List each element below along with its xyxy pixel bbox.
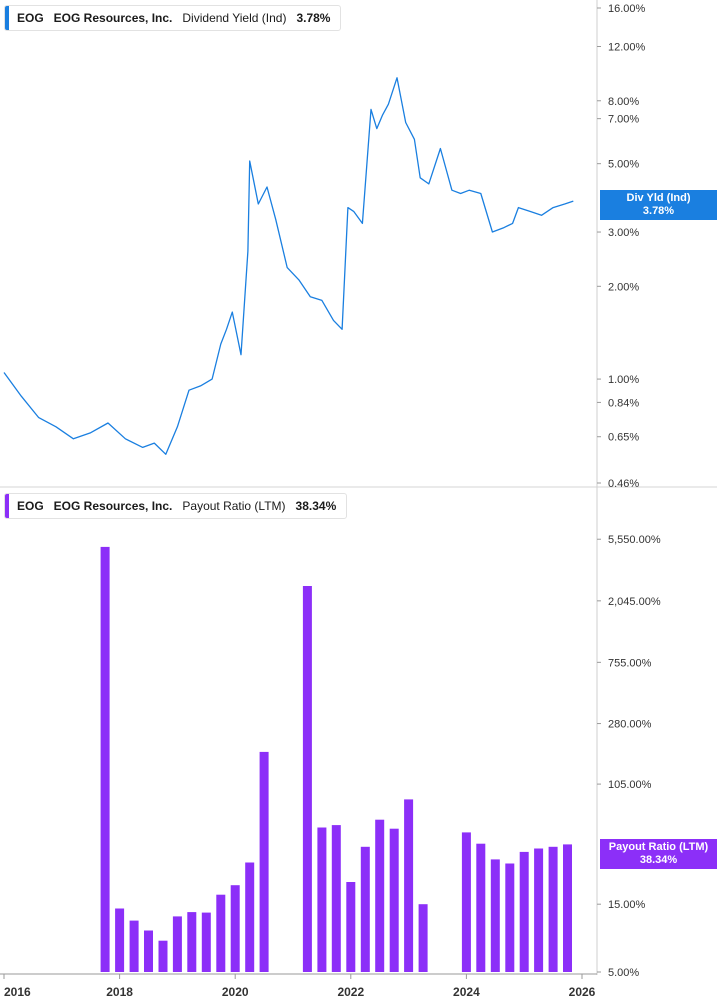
payout-bar xyxy=(375,819,385,972)
payout-bar xyxy=(548,846,558,972)
y-tick-label: 5,550.00% xyxy=(608,534,661,546)
x-tick-label: 2024 xyxy=(453,985,480,999)
legend-metric: Payout Ratio (LTM) xyxy=(182,499,286,513)
y-tick-label: 755.00% xyxy=(608,657,652,669)
badge-value: 38.34% xyxy=(639,854,678,866)
payout-bar xyxy=(360,846,370,972)
payout-bar xyxy=(563,844,572,972)
payout-bar xyxy=(490,859,500,972)
y-tick-label: 2,045.00% xyxy=(608,596,661,608)
payout-bar xyxy=(259,751,269,972)
legend-metric: Dividend Yield (Ind) xyxy=(182,11,287,25)
legend-value: 38.34% xyxy=(295,499,337,513)
payout-bar xyxy=(519,851,529,972)
dividend-yield-swatch xyxy=(5,6,9,30)
x-tick-label: 2016 xyxy=(4,985,31,999)
legend-company: EOG Resources, Inc. xyxy=(53,499,173,513)
payout-bar xyxy=(115,908,125,972)
y-tick-label: 5.00% xyxy=(608,159,639,171)
dividend-yield-badge: Div Yld (Ind) 3.78% xyxy=(600,190,717,220)
payout-bar xyxy=(172,916,182,972)
x-tick-label: 2018 xyxy=(106,985,133,999)
payout-bar xyxy=(216,894,226,972)
y-tick-label: 0.84% xyxy=(608,397,639,409)
badge-title: Payout Ratio (LTM) xyxy=(608,841,709,853)
payout-bar xyxy=(158,940,168,972)
payout-ratio-swatch xyxy=(5,494,9,518)
dividend-yield-legend[interactable]: EOG EOG Resources, Inc. Dividend Yield (… xyxy=(4,5,342,31)
x-tick-label: 2022 xyxy=(337,985,364,999)
legend-ticker: EOG xyxy=(17,499,44,513)
y-tick-label: 3.00% xyxy=(608,227,639,239)
payout-bar xyxy=(317,827,327,972)
payout-ratio-legend[interactable]: EOG EOG Resources, Inc. Payout Ratio (LT… xyxy=(4,493,348,519)
payout-bar xyxy=(100,546,110,972)
dividend-yield-series xyxy=(3,77,574,455)
x-tick-label: 2020 xyxy=(222,985,249,999)
y-tick-label: 0.65% xyxy=(608,432,639,444)
badge-value: 3.78% xyxy=(642,205,675,217)
y-tick-label: 280.00% xyxy=(608,719,652,731)
payout-bar xyxy=(534,848,544,972)
y-tick-label: 15.00% xyxy=(608,899,646,911)
payout-bar xyxy=(404,799,414,972)
y-tick-label: 8.00% xyxy=(608,96,639,108)
x-tick-label: 2026 xyxy=(569,985,596,999)
y-tick-label: 16.00% xyxy=(608,3,646,15)
payout-bar xyxy=(129,920,139,972)
y-tick-label: 1.00% xyxy=(608,374,639,386)
axes: 16.00% 12.00% 8.00% 7.00% 5.00% 3.00% 2.00% 1.0… xyxy=(3,3,661,999)
y-tick-label: 105.00% xyxy=(608,779,652,791)
payout-bar xyxy=(201,912,211,972)
payout-bar xyxy=(389,828,399,972)
payout-bar xyxy=(245,862,255,972)
payout-bar xyxy=(331,825,341,972)
y-tick-label: 12.00% xyxy=(608,42,646,54)
badge-title: Div Yld (Ind) xyxy=(626,192,691,204)
y-tick-label: 2.00% xyxy=(608,281,639,293)
y-tick-label: 7.00% xyxy=(608,114,639,126)
payout-ratio-series xyxy=(100,546,572,972)
payout-ratio-badge: Payout Ratio (LTM) 38.34% xyxy=(600,839,717,869)
payout-bar xyxy=(302,586,312,972)
legend-value: 3.78% xyxy=(296,11,331,25)
payout-bar xyxy=(230,885,240,972)
payout-bar xyxy=(476,843,486,972)
dividend-yield-line xyxy=(3,77,574,455)
y-tick-label: 0.46% xyxy=(608,478,639,490)
legend-ticker: EOG xyxy=(17,11,44,25)
legend-company: EOG Resources, Inc. xyxy=(53,11,173,25)
payout-bar xyxy=(505,863,515,972)
y-tick-label: 5.00% xyxy=(608,967,639,979)
payout-bar xyxy=(461,832,471,972)
grid xyxy=(0,0,717,975)
payout-bar xyxy=(418,904,428,972)
payout-bar xyxy=(346,882,356,972)
payout-bar xyxy=(187,912,197,972)
payout-bar xyxy=(144,930,153,972)
